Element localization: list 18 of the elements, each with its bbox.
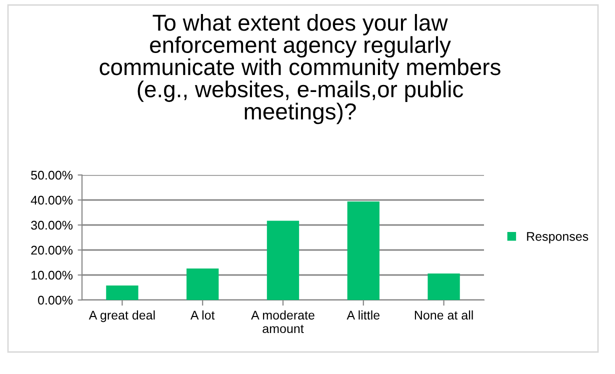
x-tick-label: A lot [190,310,215,320]
y-tick-label: 30.00% [31,220,73,230]
bar [347,202,380,300]
x-tick-label: None at all [414,310,473,320]
y-tick-label: 20.00% [31,246,73,255]
chart-title: To what extent does your law enforcement agency regularly communicate with community members (e.g., websites, e-mails,or public meetings)? [100,14,500,124]
legend-label: Responses [527,232,588,244]
x-tick-label: A great deal [88,310,155,322]
bar [428,274,460,300]
y-tick-label: 10.00% [32,270,73,280]
y-tick-label: 50.00% [31,170,73,180]
bar [186,268,219,300]
x-tick-label: A little [346,310,380,320]
x-tick-label: A moderate amount [251,310,314,334]
y-tick-label: 40.00% [30,196,73,205]
bar [106,286,138,300]
bar [266,220,300,300]
y-tick-label: 0.00% [38,296,73,305]
